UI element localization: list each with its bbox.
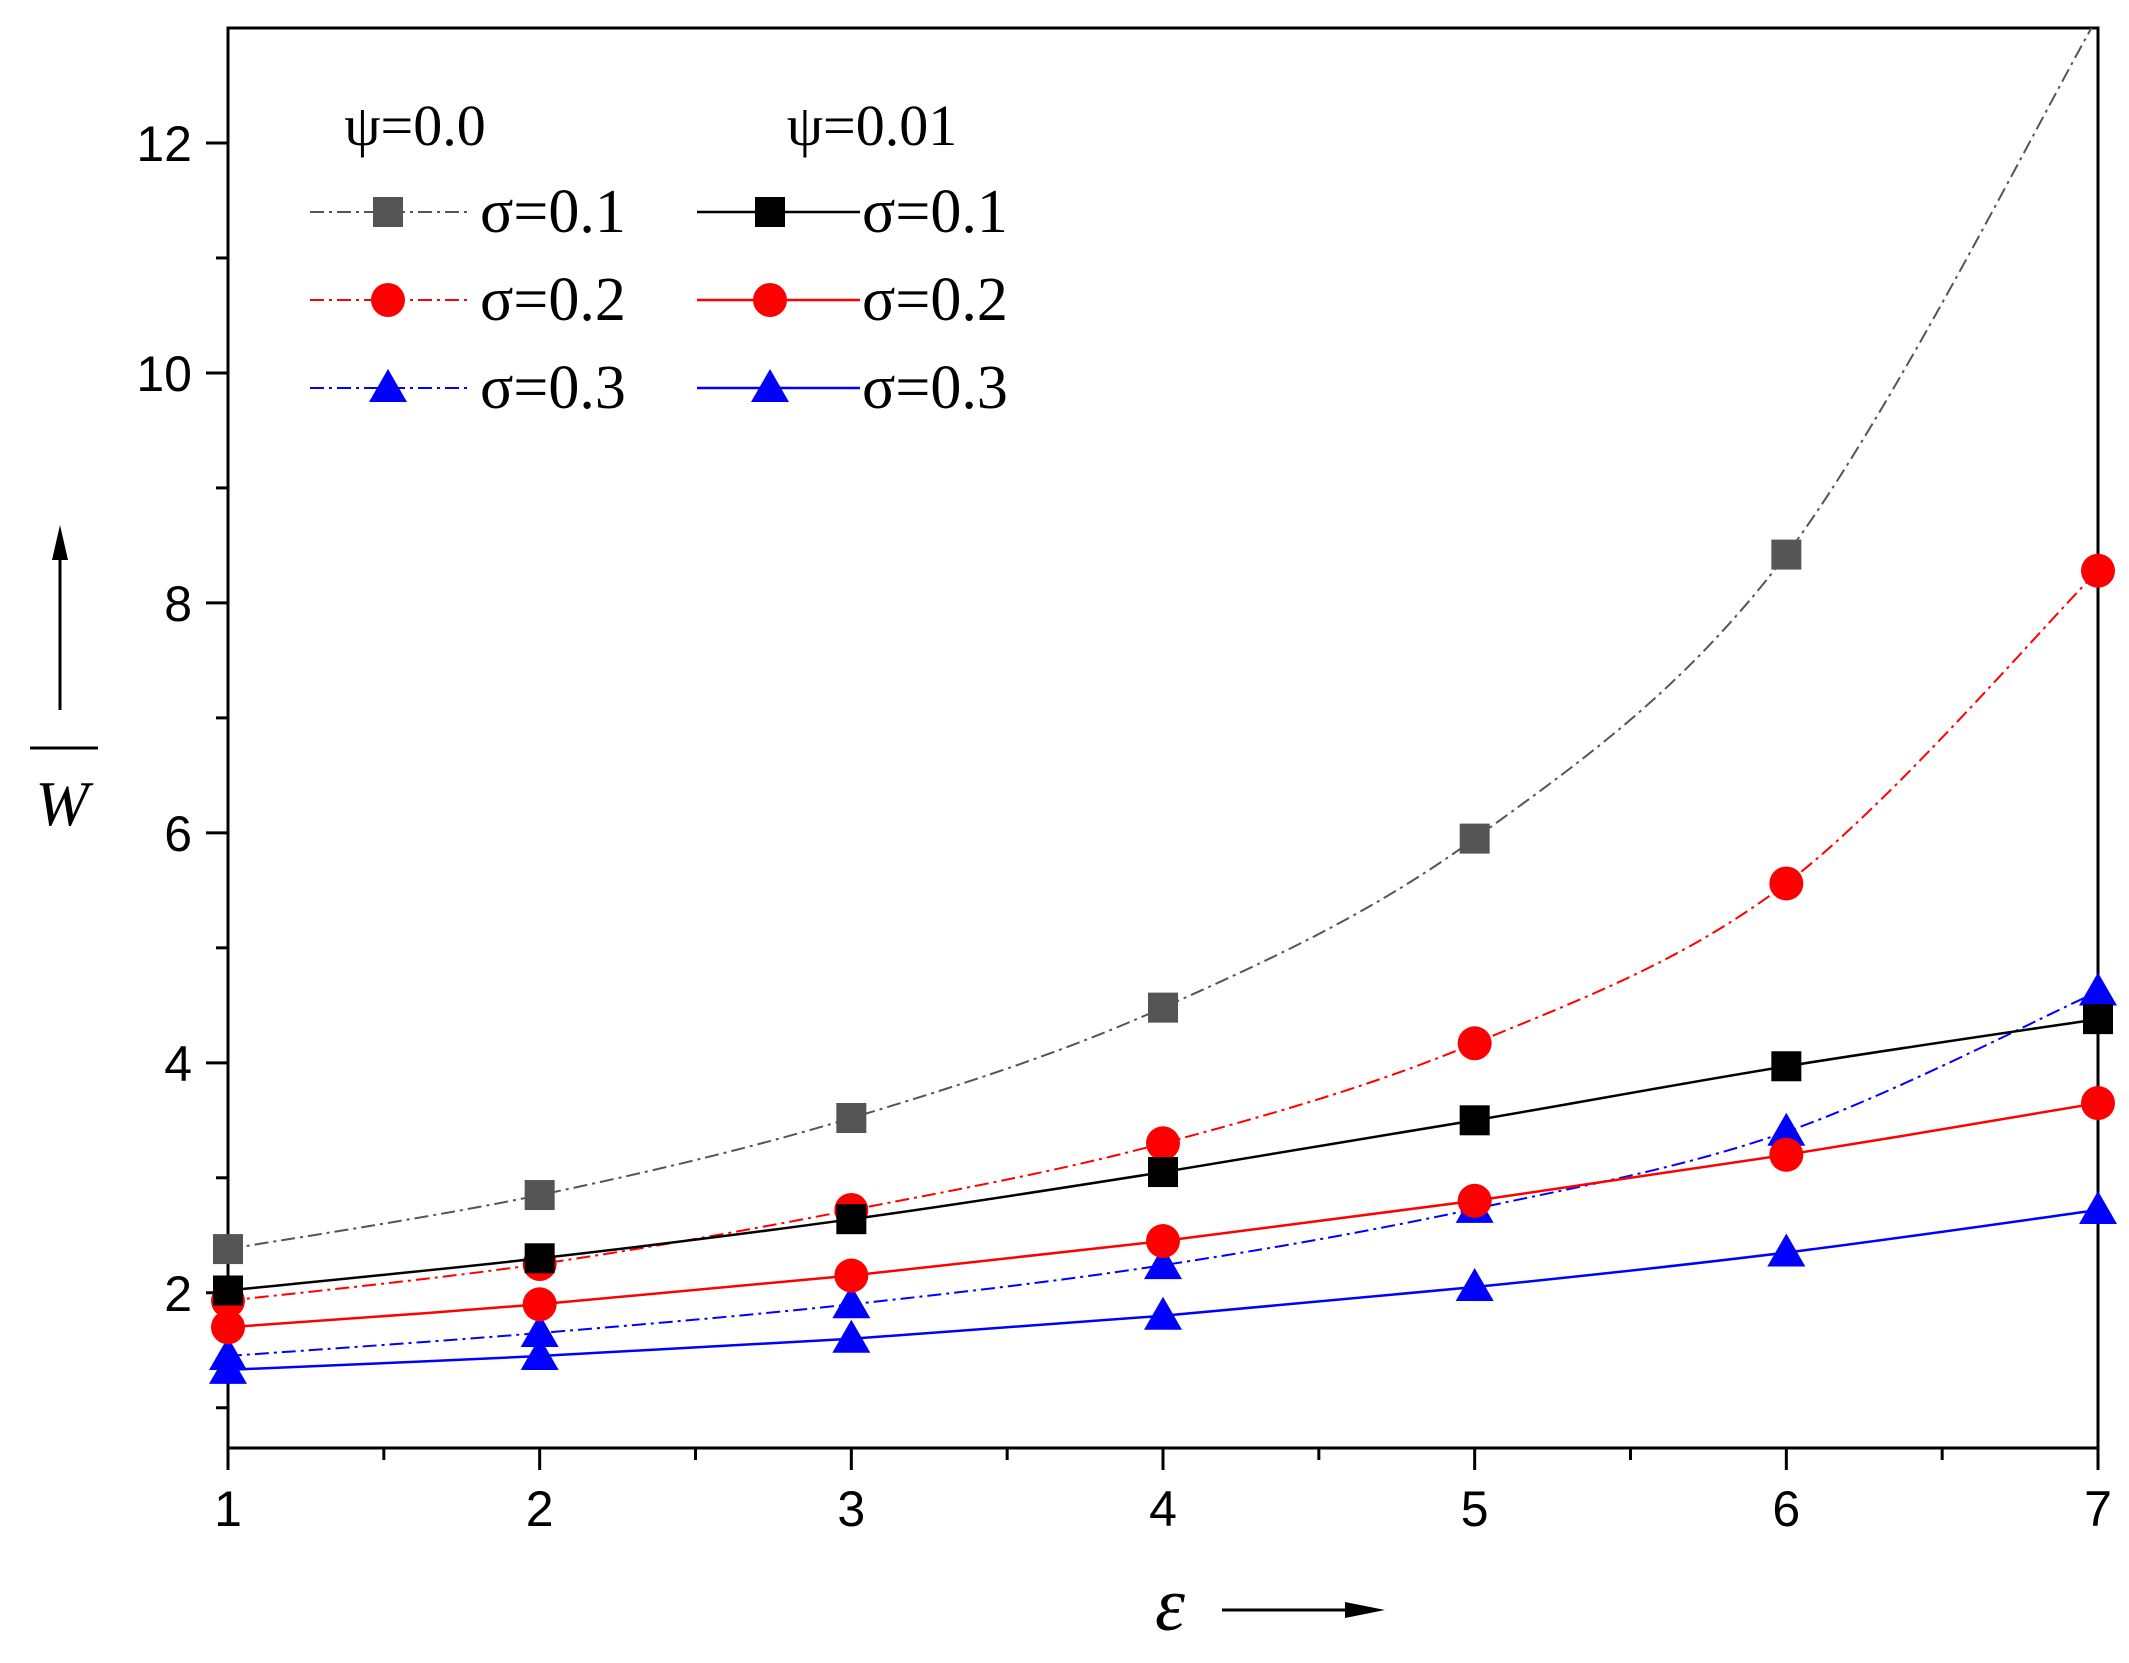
- y-tick-label: 8: [164, 576, 192, 632]
- legend-label: σ=0.3: [862, 354, 1008, 422]
- data-point: [1148, 1157, 1178, 1188]
- data-point: [834, 1258, 869, 1293]
- legend-entry: σ=0.3: [310, 354, 626, 422]
- legend-marker: [753, 283, 787, 317]
- legend-label: σ=0.2: [480, 266, 626, 334]
- data-point: [209, 1350, 247, 1384]
- x-axis-arrow-head: [1345, 1602, 1385, 1618]
- y-tick-label: 12: [136, 116, 192, 172]
- y-axis-arrow-head: [52, 525, 68, 560]
- series-psi001-triangle: [209, 1190, 2117, 1384]
- x-tick-label: 6: [1772, 1481, 1800, 1537]
- legend-header-psi001: ψ=0.01: [787, 93, 958, 158]
- data-point: [1459, 1105, 1490, 1136]
- legend-entry: σ=0.1: [697, 178, 1008, 246]
- x-axis-title: ε: [1155, 1563, 1185, 1647]
- data-point: [1457, 1183, 1492, 1218]
- data-point: [1771, 539, 1802, 570]
- data-point: [1769, 866, 1804, 901]
- y-axis-title: W: [35, 768, 94, 839]
- data-point: [2081, 1086, 2115, 1121]
- legend-entry: σ=0.2: [697, 266, 1008, 334]
- series-line: [227, 28, 2093, 1251]
- series-line: [227, 569, 2099, 1302]
- data-point: [836, 1103, 867, 1134]
- data-point: [213, 1234, 243, 1265]
- legend-marker: [373, 197, 403, 227]
- data-point: [2083, 1004, 2113, 1035]
- data-point: [2081, 553, 2115, 588]
- x-tick-label: 7: [2084, 1481, 2112, 1537]
- data-point: [1144, 1296, 1182, 1330]
- data-point: [520, 1314, 559, 1348]
- x-tick-label: 2: [526, 1481, 554, 1537]
- x-tick-label: 1: [214, 1481, 242, 1537]
- data-point: [1769, 1137, 1804, 1172]
- series-psi0-square: [213, 28, 2093, 1265]
- x-tick-label: 4: [1149, 1481, 1177, 1537]
- series-psi0-triangle: [209, 972, 2117, 1371]
- legend-header-psi0: ψ=0.0: [344, 93, 486, 158]
- y-tick-label: 2: [164, 1266, 192, 1322]
- y-tick-label: 10: [136, 346, 192, 402]
- legend-label: σ=0.2: [862, 266, 1008, 334]
- data-point: [1455, 1268, 1494, 1302]
- data-point: [1457, 1026, 1492, 1061]
- data-point: [1767, 1112, 1806, 1146]
- legend-label: σ=0.3: [480, 354, 626, 422]
- data-point: [2079, 972, 2117, 1006]
- data-point: [1148, 992, 1178, 1023]
- data-point: [832, 1285, 871, 1319]
- legend: ψ=0.0 ψ=0.01 σ=0.1 σ=0.2 σ=0.3 σ=0.1 σ=0.2 σ=0.…: [310, 93, 1008, 422]
- data-point: [1767, 1233, 1806, 1267]
- data-point: [211, 1310, 245, 1345]
- data-point: [1459, 823, 1490, 854]
- data-point: [1146, 1224, 1180, 1259]
- y-tick-label: 4: [164, 1036, 192, 1092]
- data-point: [2079, 1190, 2117, 1224]
- legend-marker: [751, 369, 789, 402]
- legend-marker: [369, 369, 407, 402]
- data-point: [832, 1319, 871, 1353]
- legend-label: σ=0.1: [862, 178, 1008, 246]
- y-axis-title-group: W: [30, 525, 98, 839]
- series-psi001-circle: [211, 1086, 2115, 1345]
- legend-entry: σ=0.3: [697, 354, 1008, 422]
- legend-label: σ=0.1: [480, 178, 626, 246]
- data-point: [836, 1204, 867, 1235]
- legend-marker: [371, 283, 405, 317]
- series-layer: [209, 28, 2117, 1384]
- x-tick-label: 5: [1461, 1481, 1489, 1537]
- legend-entry: σ=0.2: [310, 266, 626, 334]
- data-point: [520, 1337, 559, 1371]
- data-point: [524, 1243, 555, 1274]
- data-point: [1144, 1246, 1182, 1280]
- legend-entry: σ=0.1: [310, 178, 626, 246]
- data-point: [522, 1287, 557, 1322]
- data-point: [524, 1180, 555, 1211]
- legend-marker: [755, 197, 785, 227]
- x-tick-label: 3: [837, 1481, 865, 1537]
- series-psi001-square: [213, 1004, 2113, 1306]
- data-point: [213, 1275, 243, 1306]
- x-axis-title-group: ε: [1155, 1563, 1385, 1647]
- data-point: [1771, 1051, 1802, 1082]
- y-tick-label: 6: [164, 806, 192, 862]
- data-point: [1146, 1126, 1180, 1161]
